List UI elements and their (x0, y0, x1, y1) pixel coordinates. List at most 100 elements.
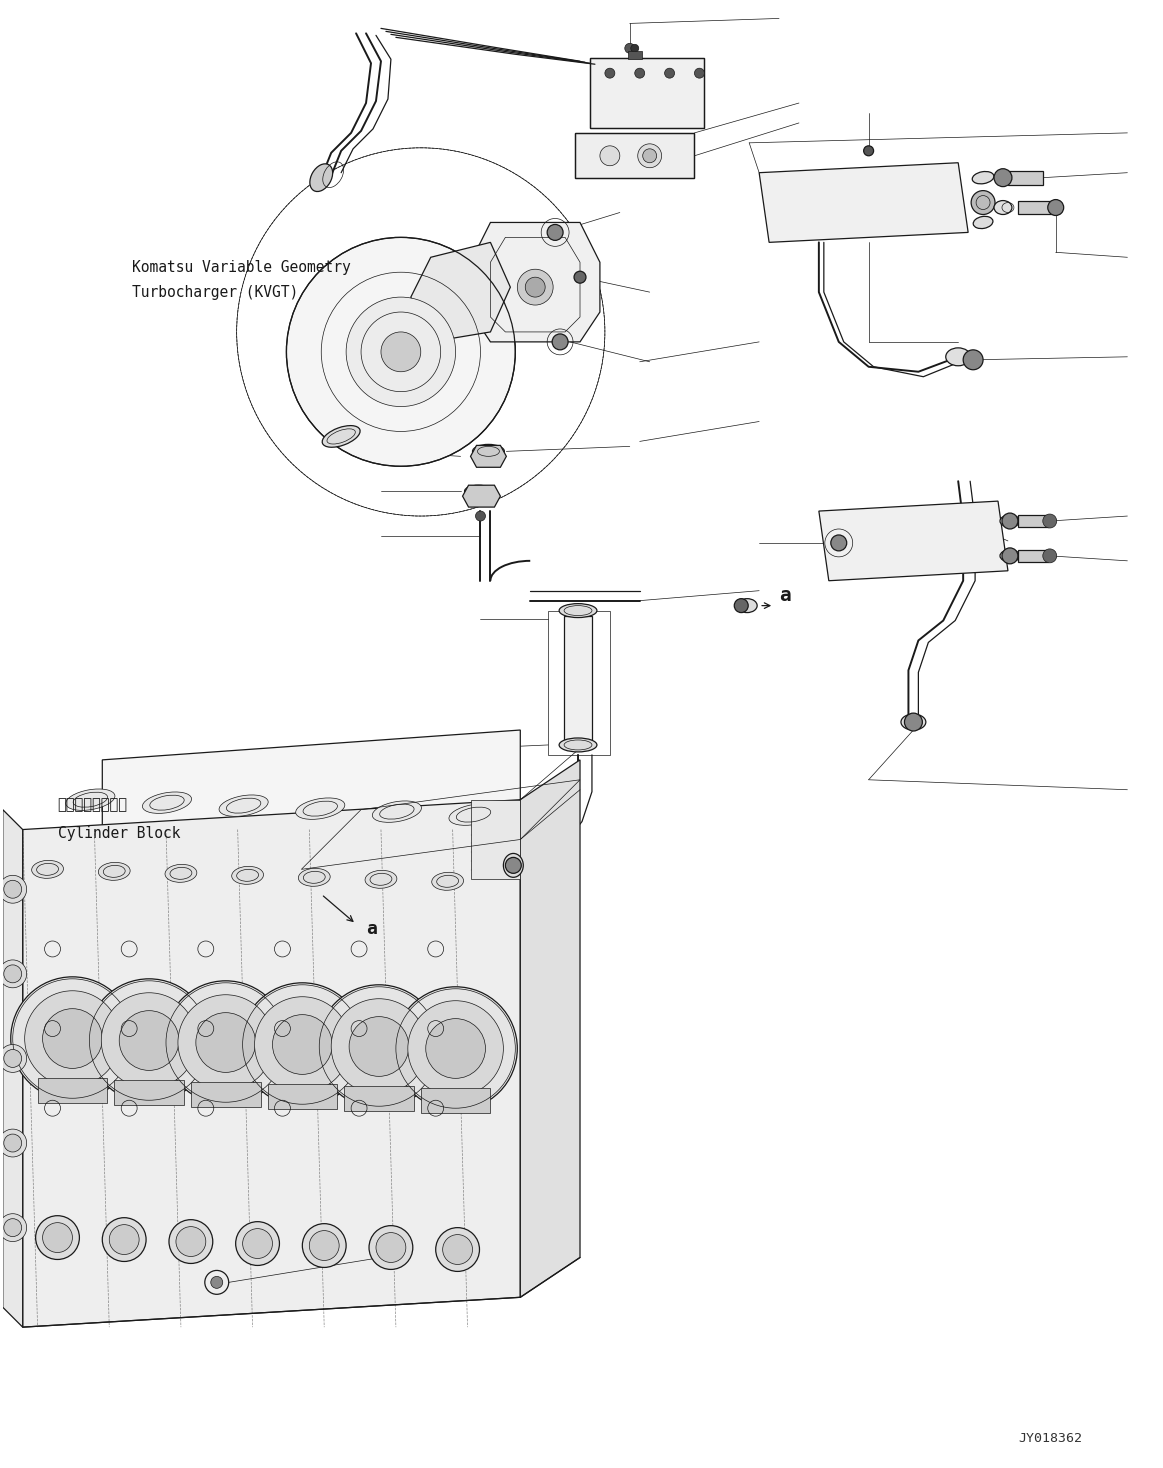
Circle shape (600, 145, 620, 166)
Polygon shape (463, 486, 500, 506)
Circle shape (1048, 200, 1064, 216)
Bar (1008, 170, 1043, 185)
Circle shape (331, 998, 427, 1094)
Circle shape (963, 349, 983, 370)
Circle shape (347, 297, 456, 407)
Text: Turbocharger (KVGT): Turbocharger (KVGT) (133, 285, 299, 299)
Circle shape (176, 1227, 206, 1257)
Bar (564, 615, 592, 740)
Circle shape (443, 1235, 472, 1264)
Circle shape (24, 991, 120, 1086)
Circle shape (195, 1013, 256, 1073)
Circle shape (518, 269, 554, 305)
Ellipse shape (1000, 550, 1020, 562)
Circle shape (376, 1233, 406, 1262)
Circle shape (164, 981, 287, 1104)
Circle shape (547, 225, 563, 241)
Bar (114, 1080, 184, 1105)
Circle shape (302, 1224, 347, 1267)
Bar (267, 1085, 337, 1110)
Circle shape (3, 1135, 22, 1152)
Circle shape (426, 1019, 485, 1079)
Bar (1018, 201, 1053, 214)
Circle shape (0, 960, 27, 988)
Circle shape (241, 982, 364, 1107)
Ellipse shape (972, 197, 994, 208)
Circle shape (476, 511, 485, 521)
Ellipse shape (322, 426, 361, 448)
Circle shape (109, 1224, 140, 1255)
Circle shape (3, 1218, 22, 1236)
Ellipse shape (504, 853, 523, 878)
Circle shape (102, 1217, 147, 1261)
Ellipse shape (165, 865, 197, 882)
Circle shape (994, 169, 1012, 186)
Bar (590, 59, 705, 128)
Circle shape (43, 1009, 102, 1069)
Polygon shape (819, 501, 1008, 581)
Circle shape (1043, 549, 1057, 562)
Ellipse shape (431, 872, 464, 890)
Circle shape (1003, 512, 1018, 528)
Polygon shape (102, 730, 520, 859)
Circle shape (394, 986, 518, 1110)
Text: a: a (779, 586, 791, 605)
Circle shape (1043, 514, 1057, 528)
Circle shape (317, 985, 441, 1108)
Circle shape (625, 44, 635, 53)
Circle shape (10, 976, 134, 1100)
Polygon shape (411, 242, 511, 342)
Ellipse shape (299, 869, 330, 887)
Circle shape (369, 1226, 413, 1270)
Circle shape (381, 332, 421, 371)
Text: シリンダブロック: シリンダブロック (57, 797, 128, 813)
Circle shape (734, 599, 748, 612)
Circle shape (101, 992, 197, 1088)
Bar (344, 1086, 414, 1111)
Circle shape (526, 277, 545, 297)
Circle shape (635, 68, 644, 78)
Ellipse shape (946, 348, 971, 366)
Ellipse shape (31, 860, 64, 878)
Bar (191, 1082, 261, 1107)
Circle shape (605, 68, 615, 78)
Circle shape (272, 1014, 333, 1075)
Circle shape (1003, 548, 1018, 564)
Circle shape (864, 145, 873, 156)
Ellipse shape (365, 871, 397, 888)
Circle shape (436, 1227, 479, 1271)
Circle shape (349, 1017, 409, 1076)
Circle shape (637, 144, 662, 167)
Ellipse shape (142, 791, 192, 813)
Circle shape (243, 1229, 272, 1258)
Bar (37, 1079, 107, 1104)
Ellipse shape (994, 201, 1012, 214)
Ellipse shape (309, 164, 333, 191)
Circle shape (87, 979, 211, 1102)
Circle shape (3, 964, 22, 982)
Circle shape (211, 1276, 223, 1289)
Ellipse shape (99, 862, 130, 881)
Bar (628, 51, 642, 59)
Ellipse shape (737, 599, 757, 612)
Circle shape (971, 191, 996, 214)
Polygon shape (23, 800, 520, 1327)
Circle shape (286, 238, 515, 467)
Text: Cylinder Block: Cylinder Block (57, 825, 180, 841)
Circle shape (575, 272, 586, 283)
Ellipse shape (464, 486, 492, 498)
Text: a: a (366, 920, 377, 938)
Polygon shape (759, 163, 968, 242)
Circle shape (630, 44, 638, 53)
Bar (548, 611, 609, 755)
Bar (471, 800, 520, 879)
Polygon shape (471, 223, 600, 342)
Polygon shape (520, 760, 580, 1298)
Circle shape (905, 713, 922, 731)
Circle shape (552, 333, 568, 349)
Ellipse shape (231, 866, 264, 884)
Bar (421, 1088, 491, 1113)
Circle shape (0, 1129, 27, 1157)
Circle shape (169, 1220, 213, 1264)
Circle shape (408, 1001, 504, 1097)
